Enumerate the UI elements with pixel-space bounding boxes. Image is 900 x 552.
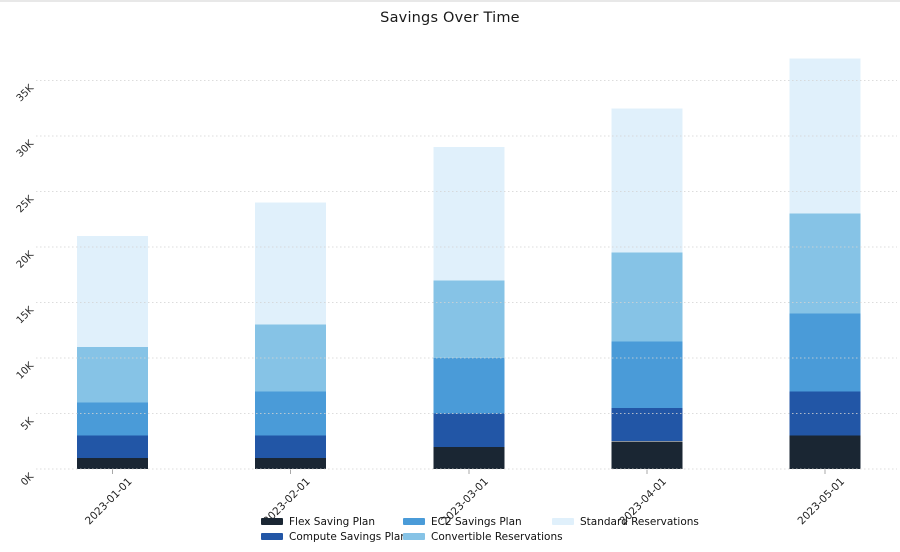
- legend-item: Compute Savings Plan: [261, 530, 407, 543]
- y-tick-label: 5K: [19, 416, 36, 433]
- bar-segment: [433, 413, 505, 447]
- legend-label: EC2 Savings Plan: [431, 515, 522, 528]
- bar-segment: [77, 402, 148, 436]
- bar-segment: [255, 391, 327, 436]
- legend-swatch: [261, 518, 283, 525]
- y-tick-label: 30K: [15, 138, 37, 160]
- bar-segment: [789, 313, 861, 392]
- legend-column: Standard Reservations: [552, 515, 699, 528]
- legend-label: Convertible Reservations: [431, 530, 563, 543]
- bar-segment: [77, 435, 148, 458]
- bar-segment: [433, 280, 505, 358]
- bar-segment: [77, 457, 148, 469]
- bar-segment: [255, 324, 327, 392]
- y-tick-label: 0K: [19, 471, 36, 488]
- bar-segment: [611, 407, 683, 442]
- legend-column: EC2 Savings Plan Convertible Reservation…: [403, 515, 563, 543]
- bar-segment: [611, 108, 683, 253]
- legend-swatch: [261, 533, 283, 540]
- legend-swatch: [552, 518, 574, 525]
- y-tick-label: 20K: [15, 249, 37, 271]
- bar-segment: [611, 341, 683, 408]
- legend-label: Standard Reservations: [580, 515, 699, 528]
- bar-segment: [433, 358, 505, 414]
- bar-segment: [611, 252, 683, 342]
- chart-title: Savings Over Time: [380, 10, 520, 26]
- bar-segment: [255, 457, 327, 469]
- y-tick-label: 15K: [15, 305, 37, 327]
- legend-label: Compute Savings Plan: [289, 530, 407, 543]
- bar-segment: [789, 213, 861, 314]
- legend-item: Flex Saving Plan: [261, 515, 407, 528]
- y-tick-label: 10K: [15, 360, 37, 382]
- legend-column: Flex Saving Plan Compute Savings Plan: [261, 515, 407, 543]
- bar-segment: [255, 202, 327, 325]
- y-tick-label: 35K: [15, 83, 37, 105]
- legend-swatch: [403, 518, 425, 525]
- bar-segment: [77, 235, 148, 347]
- legend-swatch: [403, 533, 425, 540]
- bar-segment: [255, 435, 327, 458]
- bar-segment: [789, 435, 861, 469]
- bar-segment: [611, 441, 683, 470]
- y-tick-label: 25K: [15, 194, 37, 216]
- legend-item: Convertible Reservations: [403, 530, 563, 543]
- bar-segment: [433, 147, 505, 281]
- bar-segment: [433, 446, 505, 469]
- legend-item: Standard Reservations: [552, 515, 699, 528]
- legend: Flex Saving Plan Compute Savings Plan EC…: [0, 516, 900, 548]
- bar-segment: [77, 346, 148, 403]
- legend-item: EC2 Savings Plan: [403, 515, 563, 528]
- legend-label: Flex Saving Plan: [289, 515, 376, 528]
